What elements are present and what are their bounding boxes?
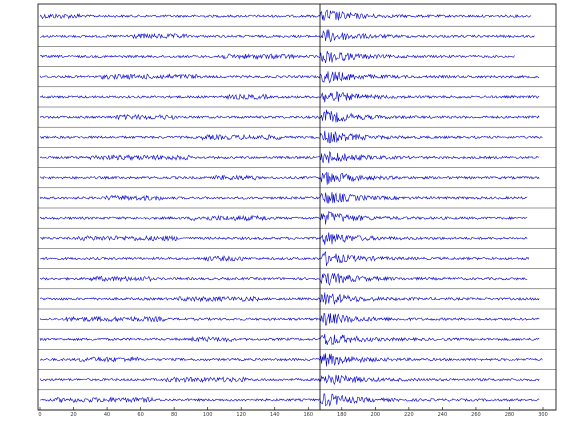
trace xyxy=(39,251,530,266)
trace xyxy=(39,232,528,245)
x-tick-label: 100 xyxy=(203,412,213,418)
x-tick-label: 160 xyxy=(303,412,313,418)
trace xyxy=(39,272,528,286)
trace xyxy=(39,9,532,21)
x-tick-label: 80 xyxy=(171,412,177,418)
x-tick-label: 240 xyxy=(438,412,448,418)
x-tick-label: 140 xyxy=(270,412,280,418)
x-tick-label: 220 xyxy=(404,412,414,418)
trace xyxy=(39,393,540,407)
trace xyxy=(39,210,528,225)
trace xyxy=(39,353,543,367)
trace xyxy=(39,171,540,185)
x-tick-label: 20 xyxy=(70,412,76,418)
trace xyxy=(39,312,540,326)
x-tick-label: 40 xyxy=(104,412,110,418)
trace xyxy=(39,333,540,345)
trace xyxy=(39,374,540,386)
trace xyxy=(39,71,540,84)
x-tick-label: 260 xyxy=(471,412,481,418)
x-tick-label: 280 xyxy=(505,412,515,418)
x-tick-label: 0 xyxy=(38,412,41,418)
trace xyxy=(39,109,540,123)
trace xyxy=(39,29,535,43)
x-tick-label: 120 xyxy=(236,412,246,418)
trace xyxy=(39,91,540,103)
trace xyxy=(39,130,543,144)
x-tick-label: 60 xyxy=(137,412,143,418)
trace xyxy=(39,150,540,164)
x-tick-label: 180 xyxy=(337,412,347,418)
plot-frame xyxy=(37,3,557,411)
trace xyxy=(39,50,515,64)
trace xyxy=(39,292,540,305)
x-tick-label: 300 xyxy=(538,412,548,418)
trace xyxy=(39,192,528,204)
x-tick-label: 200 xyxy=(371,412,381,418)
